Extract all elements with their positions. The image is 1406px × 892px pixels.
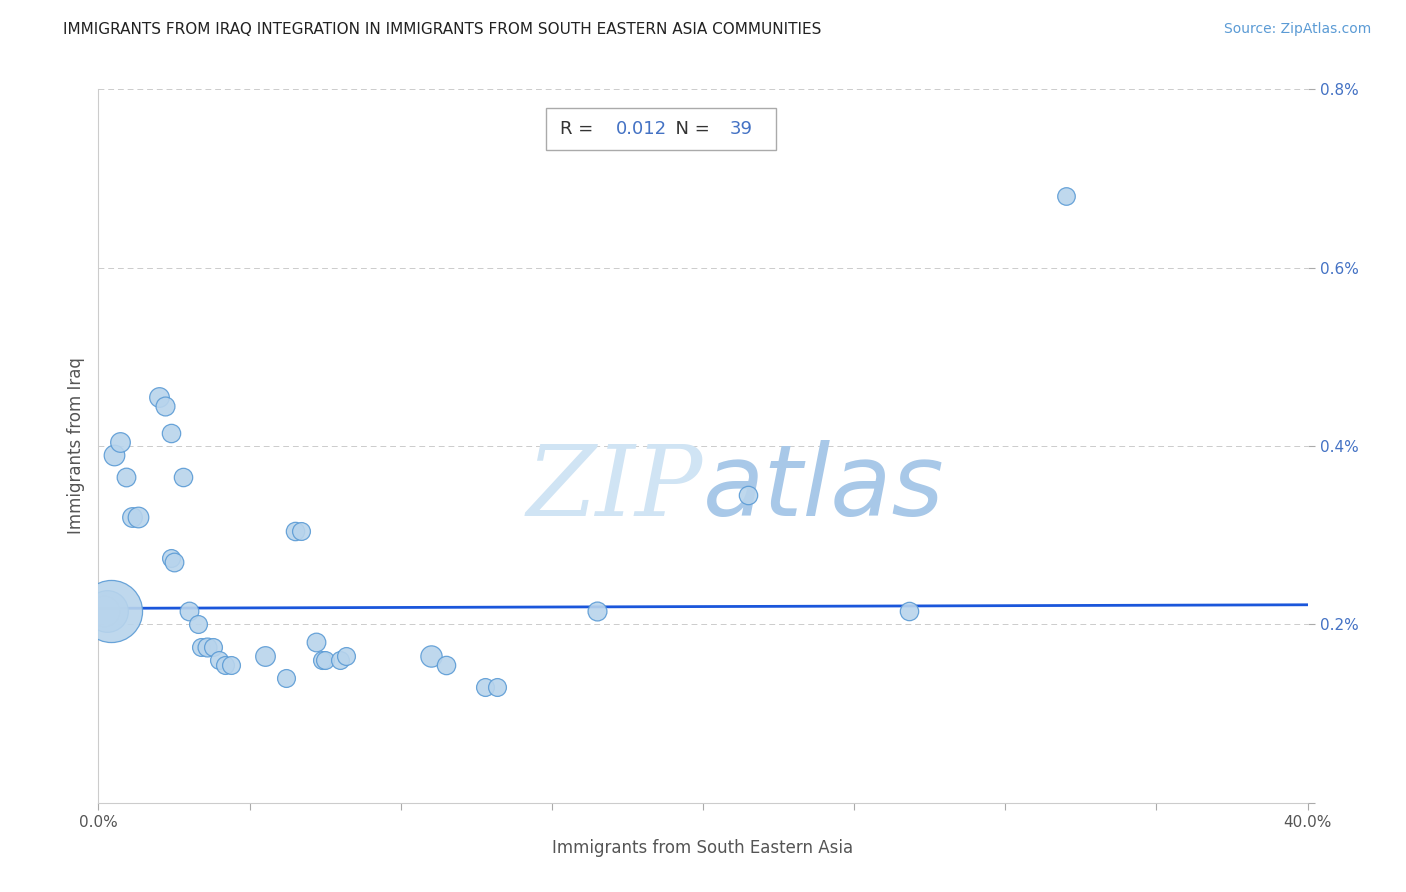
Point xyxy=(284,524,307,538)
Point xyxy=(474,680,496,694)
Point xyxy=(434,657,457,672)
Point xyxy=(202,640,225,654)
Point xyxy=(737,488,759,502)
Text: ZIP: ZIP xyxy=(527,442,703,536)
Point xyxy=(221,657,243,672)
Point xyxy=(214,657,236,672)
Text: Source: ZipAtlas.com: Source: ZipAtlas.com xyxy=(1223,22,1371,37)
Text: IMMIGRANTS FROM IRAQ INTEGRATION IN IMMIGRANTS FROM SOUTH EASTERN ASIA COMMUNITI: IMMIGRANTS FROM IRAQ INTEGRATION IN IMMI… xyxy=(63,22,821,37)
Point xyxy=(290,524,312,538)
Point xyxy=(96,604,118,618)
Point xyxy=(253,648,276,663)
Point xyxy=(187,617,209,632)
Point xyxy=(179,604,201,618)
Point xyxy=(190,640,212,654)
Point xyxy=(486,680,509,694)
Point xyxy=(172,470,194,484)
Point xyxy=(335,648,357,663)
Text: atlas: atlas xyxy=(703,441,945,537)
Point xyxy=(148,390,170,404)
Point xyxy=(163,555,186,569)
Point xyxy=(100,604,122,618)
Point xyxy=(127,510,149,524)
X-axis label: Immigrants from South Eastern Asia: Immigrants from South Eastern Asia xyxy=(553,838,853,856)
Point xyxy=(897,604,920,618)
Point xyxy=(108,434,131,449)
Text: 0.012: 0.012 xyxy=(616,120,666,138)
Point xyxy=(329,653,352,667)
Point xyxy=(274,671,297,685)
Text: R =: R = xyxy=(561,120,599,138)
Y-axis label: Immigrants from Iraq: Immigrants from Iraq xyxy=(67,358,86,534)
Point xyxy=(160,550,183,565)
Point xyxy=(208,653,231,667)
Text: 39: 39 xyxy=(730,120,752,138)
Point xyxy=(314,653,336,667)
Point xyxy=(305,635,328,649)
Point xyxy=(93,604,115,618)
Point xyxy=(103,448,125,462)
FancyBboxPatch shape xyxy=(546,109,776,150)
Point xyxy=(311,653,333,667)
Point xyxy=(153,399,176,413)
Point xyxy=(420,648,443,663)
Point xyxy=(586,604,609,618)
Point xyxy=(121,510,143,524)
Point xyxy=(1054,189,1077,203)
Text: N =: N = xyxy=(664,120,716,138)
Point xyxy=(160,425,183,440)
Point xyxy=(114,470,136,484)
Point xyxy=(195,640,218,654)
